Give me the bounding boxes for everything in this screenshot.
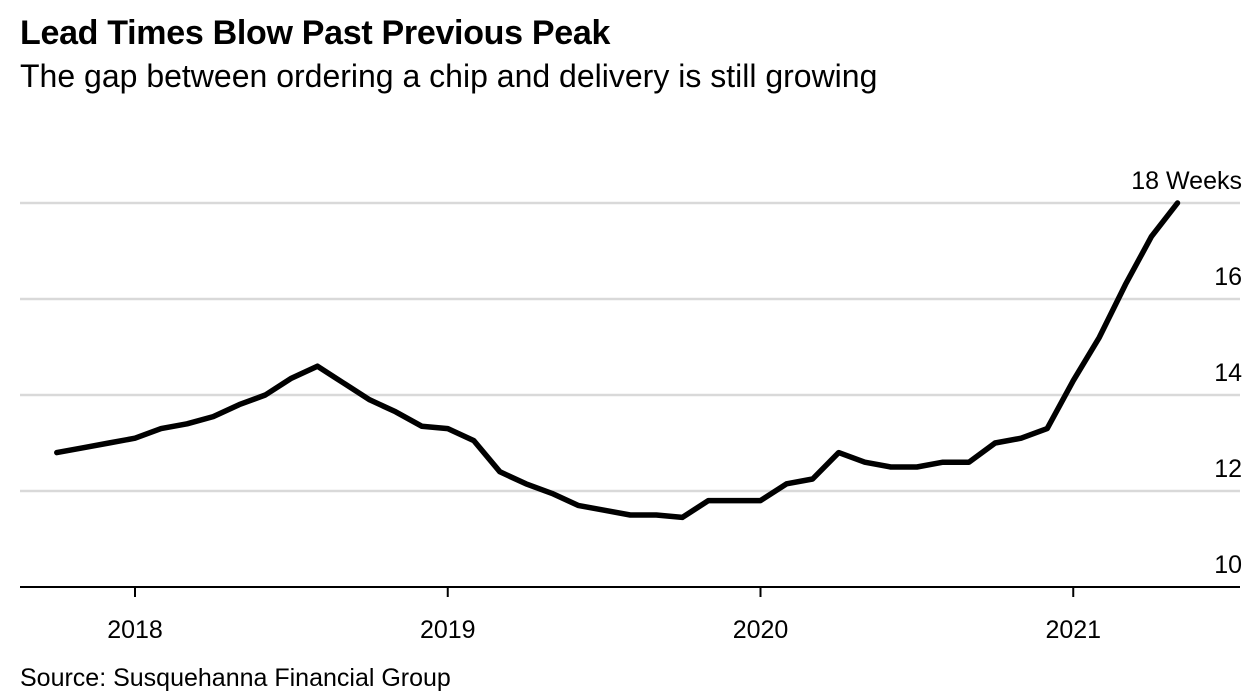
grid-lines — [20, 201, 1240, 493]
y-tick-label-14: 14 — [1214, 359, 1242, 387]
source-note: Source: Susquehanna Financial Group — [20, 664, 451, 692]
chart-subtitle: The gap between ordering a chip and deli… — [20, 58, 878, 94]
chart-title: Lead Times Blow Past Previous Peak — [20, 14, 611, 52]
y-tick-label-10: 10 — [1214, 551, 1242, 579]
y-tick-label-18: 18 Weeks — [1131, 167, 1242, 195]
y-tick-label-12: 12 — [1214, 455, 1242, 483]
series-line-0 — [54, 200, 1181, 521]
y-tick-label-16: 16 — [1214, 263, 1242, 291]
x-axis: 2018 2019 2020 2021 — [20, 586, 1240, 644]
y-axis-labels: 10 12 14 16 18 Weeks — [1131, 167, 1242, 579]
x-tick-label-2020: 2020 — [733, 616, 789, 644]
x-tick-label-2021: 2021 — [1045, 616, 1101, 644]
series-group — [54, 200, 1181, 521]
x-tick-label-2019: 2019 — [420, 616, 476, 644]
x-tick-label-2018: 2018 — [107, 616, 163, 644]
